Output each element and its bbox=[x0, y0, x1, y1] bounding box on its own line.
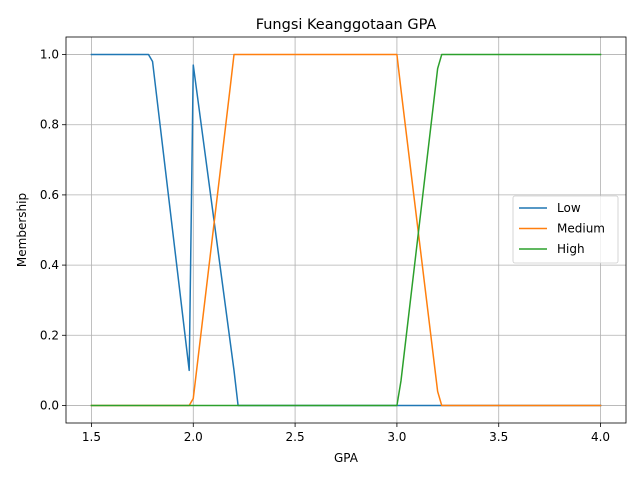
y-tick-label: 0.2 bbox=[40, 328, 59, 342]
x-tick-label: 1.5 bbox=[82, 430, 101, 444]
x-tick-label: 3.0 bbox=[387, 430, 406, 444]
x-axis-label: GPA bbox=[334, 451, 359, 465]
series-layer bbox=[90, 53, 602, 407]
series-line-medium bbox=[90, 53, 602, 407]
chart-title: Fungsi Keanggotaan GPA bbox=[256, 17, 437, 33]
x-axis: 1.5 2.0 2.5 3.0 3.5 4.0 bbox=[82, 423, 610, 444]
x-tick-label: 3.5 bbox=[489, 430, 508, 444]
y-tick-label: 0.6 bbox=[40, 188, 59, 202]
series-line-low bbox=[90, 53, 602, 407]
legend: Low Medium High bbox=[512, 195, 619, 264]
legend-label-low: Low bbox=[557, 201, 581, 215]
x-tick-label: 4.0 bbox=[591, 430, 610, 444]
y-axis: 0.0 0.2 0.4 0.6 0.8 1.0 bbox=[40, 48, 66, 412]
legend-label-high: High bbox=[557, 242, 585, 256]
y-tick-label: 1.0 bbox=[40, 48, 59, 62]
x-tick-label: 2.5 bbox=[286, 430, 305, 444]
legend-label-medium: Medium bbox=[557, 222, 605, 236]
series-line-high bbox=[90, 53, 602, 407]
y-tick-label: 0.8 bbox=[40, 118, 59, 132]
y-axis-label: Membership bbox=[15, 193, 29, 267]
x-tick-label: 2.0 bbox=[184, 430, 203, 444]
y-tick-label: 0.0 bbox=[40, 398, 59, 412]
plot-frame bbox=[65, 36, 627, 424]
y-tick-label: 0.4 bbox=[40, 258, 59, 272]
legend-box bbox=[512, 195, 619, 264]
